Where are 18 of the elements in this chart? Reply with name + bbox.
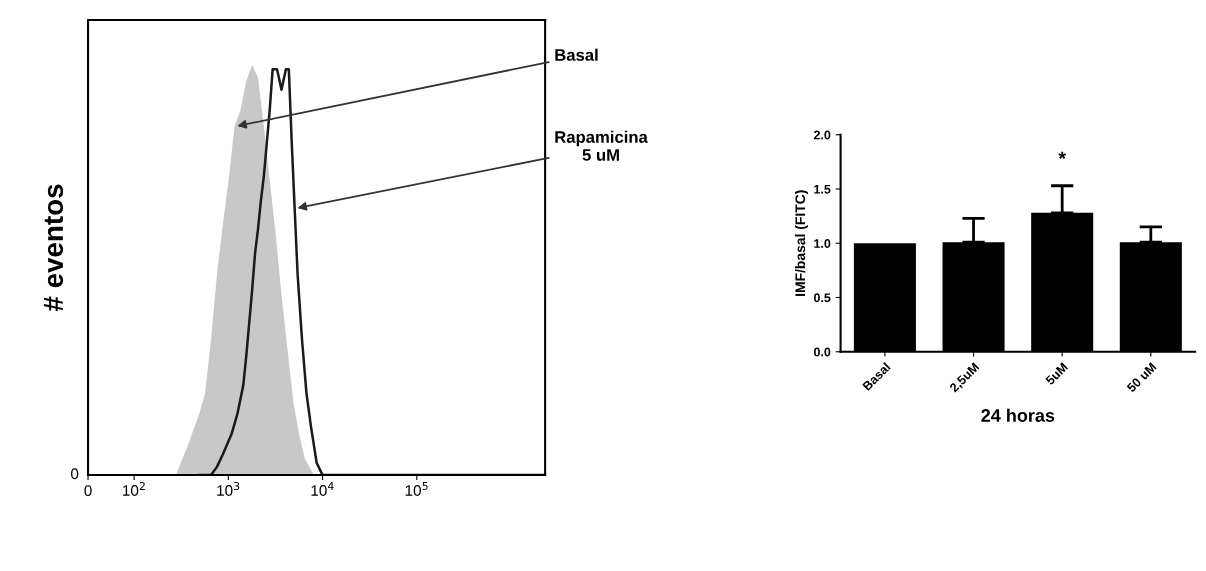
y-tick-label: 0.0 (813, 347, 831, 357)
x-tick-label: 50 uM (1126, 362, 1157, 393)
y-tick-label: 0.5 (813, 293, 831, 303)
text: Basal (555, 48, 598, 61)
x-tick-label: 10$^{3}$ (217, 481, 240, 496)
x-axis-title: 24 horas (981, 408, 1055, 422)
x-tick-label: 0 (84, 485, 92, 497)
x-tick-label: 10$^{2}$ (123, 481, 145, 496)
y-tick-label: 1.0 (814, 239, 831, 248)
y-tick-label: 2.0 (813, 130, 831, 140)
y-axis-title: # eventos (43, 184, 64, 312)
y-axis-title: IMF/basal (FITC) (794, 190, 808, 296)
x-tick-label: 10$^{5}$ (405, 482, 428, 496)
text: Rapamicina 5 uM (555, 130, 648, 161)
y-tick-label: 1.5 (814, 184, 831, 194)
x-tick-label: 10$^{4}$ (311, 482, 334, 496)
annotation: * (1058, 151, 1066, 159)
text: 0 (71, 468, 79, 480)
